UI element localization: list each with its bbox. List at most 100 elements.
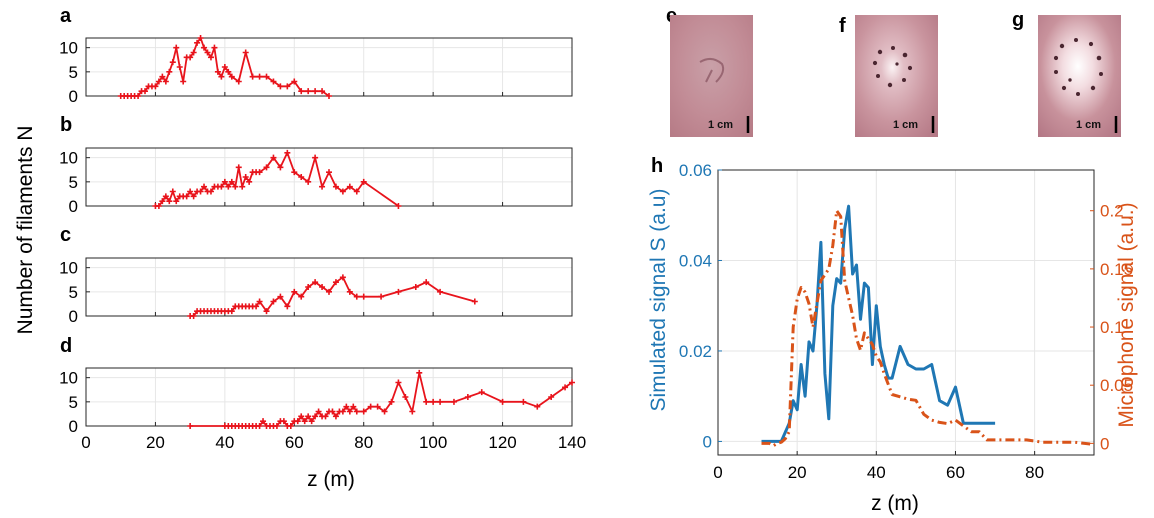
data-point (298, 293, 305, 300)
data-point (277, 83, 284, 90)
image-g (1038, 15, 1121, 137)
data-point (367, 403, 374, 410)
data-point (225, 68, 232, 75)
axes-box (85, 257, 573, 317)
panel-g-letter: g (1012, 9, 1024, 31)
data-point (239, 183, 246, 190)
data-point (270, 78, 277, 85)
data-point (152, 83, 159, 90)
data-point (430, 398, 437, 405)
data-point (534, 403, 541, 410)
data-point (176, 64, 183, 70)
data-point (225, 183, 232, 190)
data-point (256, 423, 263, 429)
data-point (187, 423, 194, 429)
data-point (232, 183, 239, 190)
y-tick-label: 10 (59, 259, 78, 278)
data-point (305, 88, 312, 95)
data-point (360, 293, 367, 300)
data-point (228, 178, 235, 185)
data-point (270, 154, 277, 161)
data-point (249, 73, 256, 80)
data-point (284, 149, 291, 156)
image-panels: e 1 cm f 1 cm g 1 cm (666, 5, 1121, 137)
data-point (346, 183, 353, 190)
data-point (221, 178, 228, 185)
y-tick-label: 0 (69, 417, 78, 436)
data-point (478, 389, 485, 396)
data-point (166, 198, 173, 205)
data-point (135, 93, 142, 99)
data-point (437, 398, 444, 405)
x-tick-label: 40 (867, 463, 886, 482)
x-tick-label: 140 (558, 433, 586, 452)
data-point (190, 49, 197, 56)
panel-c-chart: 0 5 10 (59, 257, 573, 326)
data-point (298, 413, 305, 420)
data-point (346, 288, 353, 295)
data-point (339, 408, 346, 415)
y-tick-label: 10 (59, 149, 78, 168)
data-point (409, 408, 416, 415)
data-point (214, 68, 221, 75)
image-f (855, 15, 938, 137)
data-point (235, 164, 242, 171)
data-point (360, 408, 367, 415)
y-right-tick-label: 0.05 (1100, 376, 1133, 395)
data-point (263, 164, 270, 171)
data-point (437, 288, 444, 295)
data-point (416, 369, 423, 376)
data-point (322, 413, 329, 420)
panel-h-ylabel-left: Simulated signal S (a.u) (647, 189, 670, 412)
series-line (190, 371, 573, 427)
data-point (242, 174, 249, 180)
axes-box (85, 147, 573, 207)
x-tick-label: 0 (81, 433, 90, 452)
data-point (166, 68, 173, 75)
y-left-tick-label: 0.06 (679, 161, 712, 180)
data-point (423, 279, 430, 286)
panel-h-chart: 0 20 40 60 80 0 0.02 0.04 0.06 0 0.05 0.1 0.15 0.2 (679, 161, 1133, 482)
data-point (350, 403, 357, 410)
panel-h-letter: h (651, 155, 663, 177)
data-point (423, 398, 430, 405)
data-point (228, 73, 235, 80)
data-point (155, 78, 162, 85)
data-point (346, 408, 353, 415)
data-point (298, 88, 305, 95)
data-point (256, 298, 263, 305)
x-tick-label: 40 (215, 433, 234, 452)
y-tick-label: 5 (69, 63, 78, 82)
y-left-tick-label: 0.04 (679, 251, 712, 270)
data-point (197, 35, 204, 41)
data-point (201, 44, 208, 51)
image-e (670, 15, 753, 137)
y-left-tick-label: 0 (703, 432, 712, 451)
data-point (319, 88, 326, 95)
data-point (499, 398, 506, 405)
data-point (194, 39, 201, 46)
data-point (242, 49, 249, 56)
data-point (326, 169, 332, 176)
y-right-tick-label: 0.15 (1100, 260, 1133, 279)
data-point (173, 44, 180, 51)
y-tick-label: 0 (69, 197, 78, 216)
data-point (312, 88, 319, 95)
data-point (256, 73, 263, 80)
y-right-tick-label: 0.1 (1100, 318, 1124, 337)
data-point (221, 64, 228, 70)
data-point (312, 154, 319, 161)
x-tick-label: 20 (146, 433, 165, 452)
data-point (305, 284, 312, 290)
data-point (190, 313, 197, 319)
data-point (155, 203, 162, 209)
data-point (169, 188, 176, 195)
data-point (332, 279, 339, 286)
scalebar-g-label: 1 cm (1076, 119, 1101, 131)
data-point (280, 418, 287, 425)
data-point (235, 78, 242, 85)
simulated-signal-line (761, 204, 996, 443)
data-point (520, 398, 527, 405)
